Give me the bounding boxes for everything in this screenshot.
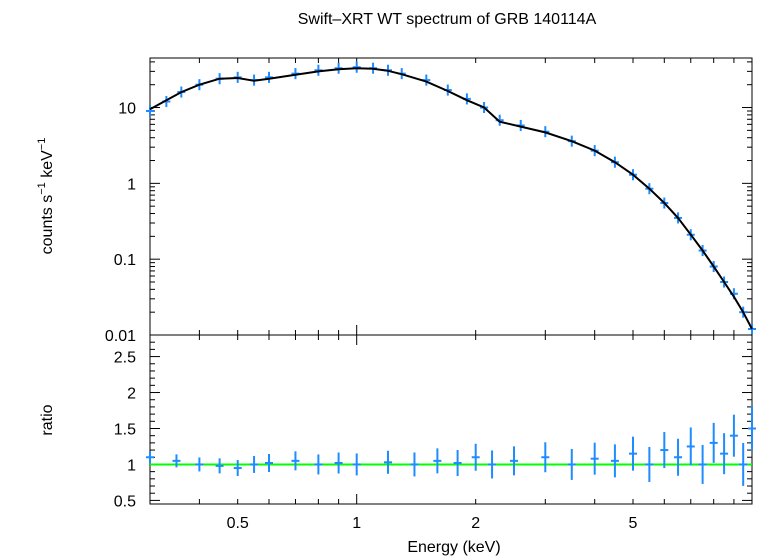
ratio-y-tick-label: 1 <box>127 457 136 474</box>
bottom-y-axis-label: ratio <box>39 404 56 435</box>
x-axis-label: Energy (keV) <box>407 539 500 556</box>
ratio-y-tick-label: 1.5 <box>114 421 136 438</box>
x-tick-label: 2 <box>471 515 480 532</box>
bottom-ratio-series <box>146 406 756 486</box>
chart-title: Swift–XRT WT spectrum of GRB 140114A <box>298 11 597 28</box>
top-ticks: 0.01 0.1 1 10 <box>105 58 753 345</box>
top-model-series <box>149 67 753 330</box>
y-tick-label: 0.01 <box>105 328 136 345</box>
ratio-y-tick-label: 2 <box>127 386 136 403</box>
model-curve <box>149 67 753 330</box>
top-data-series <box>146 61 756 335</box>
ratio-y-tick-label: 2.5 <box>114 350 136 367</box>
y-tick-label: 1 <box>127 176 136 193</box>
top-plot-frame <box>149 57 753 336</box>
top-panel: 0.01 0.1 1 10 <box>105 57 756 345</box>
ratio-y-tick-label: 0.5 <box>114 493 136 510</box>
bottom-plot-frame <box>149 334 753 505</box>
x-tick-label: 1 <box>352 515 361 532</box>
y-tick-label: 0.1 <box>114 252 136 269</box>
bottom-ticks: 0.5 1 1.5 2 2.5 0.5 1 2 5 <box>114 335 753 532</box>
top-y-axis-label: counts s−1 keV−1 <box>36 138 56 255</box>
y-tick-label: 10 <box>118 101 136 118</box>
bottom-panel: 0.5 1 1.5 2 2.5 0.5 1 2 5 <box>114 334 756 532</box>
x-tick-label: 5 <box>629 515 638 532</box>
x-tick-label: 0.5 <box>227 515 249 532</box>
